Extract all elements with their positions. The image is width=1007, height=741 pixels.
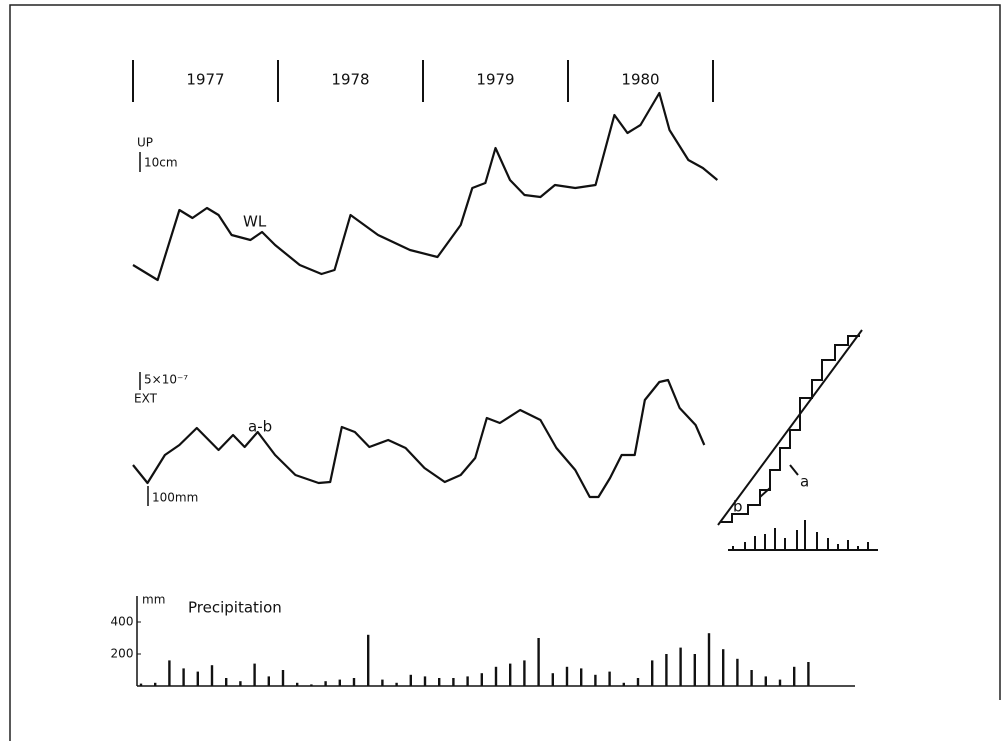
data-line (132, 91, 719, 282)
bar (509, 663, 512, 686)
bar (409, 674, 412, 686)
bar (665, 654, 668, 686)
bar (154, 682, 157, 686)
scale-label: 10cm (144, 156, 178, 170)
bar (225, 678, 228, 686)
bar (693, 654, 696, 686)
bar (239, 681, 242, 686)
data-line (132, 378, 706, 499)
bar (651, 660, 654, 686)
bar (494, 666, 498, 686)
bar (281, 670, 285, 686)
inset-label: b (733, 498, 743, 516)
scale-label: UP (137, 136, 153, 150)
bar (707, 633, 711, 686)
bar (622, 682, 625, 686)
bar (296, 682, 299, 686)
inset-line (717, 329, 863, 526)
bar (565, 666, 569, 686)
y-tick-label: 400 (111, 615, 134, 629)
inset-bars (732, 520, 869, 550)
bar (736, 658, 739, 686)
bar (608, 671, 611, 686)
bar (807, 662, 810, 686)
bar (480, 673, 483, 686)
bar (594, 674, 597, 686)
bar (196, 671, 199, 686)
bar (750, 670, 753, 686)
inset-pointer (759, 487, 771, 498)
year-label: 1980 (621, 71, 659, 89)
bar (523, 660, 526, 686)
chart-title: Precipitation (188, 599, 282, 617)
bar (722, 649, 725, 686)
inset (717, 329, 878, 551)
bar (310, 684, 313, 686)
inset-label: a (800, 473, 809, 491)
bar (452, 678, 455, 686)
bar (423, 676, 427, 686)
bar (367, 634, 370, 686)
y-unit: mm (142, 593, 165, 607)
series-label: a-b (248, 418, 272, 436)
bar (764, 676, 767, 686)
bar (210, 665, 214, 686)
bar (679, 647, 682, 686)
bar (395, 682, 398, 686)
year-label: 1978 (331, 71, 369, 89)
bar (139, 683, 143, 686)
bar (168, 660, 171, 686)
bar (551, 673, 554, 686)
bar (778, 679, 782, 686)
bar (182, 668, 185, 686)
scale-label: 5×10⁻⁷ (144, 373, 188, 387)
frame (9, 4, 1001, 741)
bar (793, 666, 796, 686)
bar (338, 679, 341, 686)
bar (438, 678, 441, 686)
year-label: 1979 (476, 71, 514, 89)
bar (580, 668, 583, 686)
year-label: 1977 (186, 71, 224, 89)
bar (352, 678, 356, 686)
scale-label: 100mm (152, 491, 198, 505)
bar (537, 638, 540, 686)
inset-pointer (789, 464, 799, 476)
inset-staircase (720, 335, 860, 523)
bar (381, 679, 384, 686)
bar (324, 681, 327, 686)
bar (466, 676, 469, 686)
bar (267, 676, 270, 686)
bar (253, 663, 256, 686)
series-label: WL (243, 213, 267, 231)
bar (636, 678, 640, 686)
scale-label: EXT (134, 392, 158, 406)
y-tick-label: 200 (111, 647, 134, 661)
